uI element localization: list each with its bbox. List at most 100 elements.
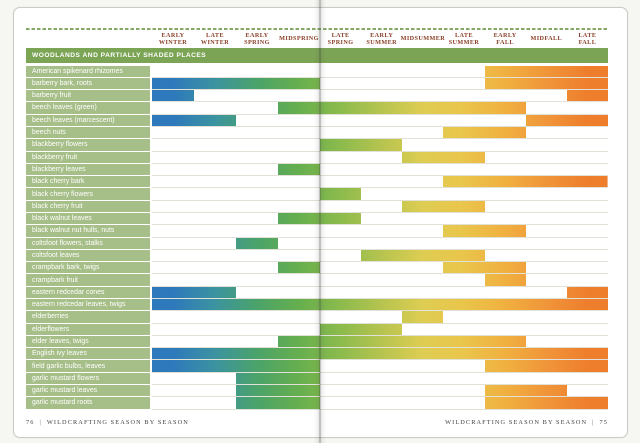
season-track: [152, 262, 608, 275]
season-bar: [484, 65, 608, 77]
plant-row: garlic mustard flowers: [0, 372, 640, 385]
plant-row: barberry bark, roots: [0, 77, 640, 91]
plant-row: beech leaves (marcescent): [0, 114, 640, 127]
section-title: Woodlands and Partially Shaded Places: [32, 51, 207, 59]
season-bar: [484, 274, 526, 286]
plant-row: beech nuts: [0, 126, 640, 140]
season-track: [152, 90, 608, 103]
row-label: blackberry flowers: [26, 139, 150, 151]
season-bar: [402, 151, 485, 163]
season-track: [152, 323, 608, 336]
season-track: [152, 298, 608, 312]
season-track: [152, 311, 608, 324]
row-label: beech leaves (green): [26, 102, 150, 114]
row-hairline: [152, 187, 608, 189]
row-hairline: [152, 150, 608, 152]
season-bar: [278, 102, 526, 114]
season-header: Early Winter: [158, 31, 188, 46]
plant-row: crampbark fruit: [0, 274, 640, 287]
row-hairline: [152, 211, 608, 213]
season-track: [152, 397, 608, 410]
plant-row: black cherry bark: [0, 176, 640, 189]
row-label: black cherry flowers: [26, 188, 150, 200]
season-track: [152, 176, 608, 189]
row-label: black cherry bark: [26, 176, 150, 188]
season-header: Early Spring: [244, 31, 270, 46]
season-track: [152, 249, 608, 263]
row-hairline: [152, 334, 608, 336]
row-hairline: [152, 89, 608, 91]
row-label: blackberry leaves: [26, 163, 150, 176]
season-track: [152, 335, 608, 349]
row-label: American spikenard rhizomes: [26, 65, 150, 77]
plant-row: field garlic bulbs, leaves: [0, 360, 640, 373]
row-label: blackberry fruit: [26, 151, 150, 163]
row-hairline: [152, 138, 608, 140]
plant-row: blackberry flowers: [0, 139, 640, 152]
season-bar: [320, 139, 403, 151]
season-track: [152, 200, 608, 213]
season-bar: [484, 360, 608, 372]
row-label: coltsfoot leaves: [26, 249, 150, 262]
section-header-bar: Woodlands and Partially Shaded Places: [26, 47, 608, 63]
row-label: eastern redcedar cones: [26, 286, 150, 298]
plant-row: beech leaves (green): [0, 102, 640, 115]
plant-row: barberry fruit: [0, 90, 640, 103]
plant-row: elder leaves, twigs: [0, 335, 640, 349]
season-track: [152, 65, 608, 78]
top-dashed-rule: [26, 28, 608, 30]
plant-row: eastern redcedar leaves, twigs: [0, 298, 640, 312]
season-bar: [443, 225, 526, 237]
right-page-number: 75: [599, 419, 608, 426]
footer-separator: |: [39, 419, 42, 426]
plant-row: black cherry fruit: [0, 200, 640, 213]
season-bar: [402, 311, 444, 323]
left-page-footer: 76 | Wildcrafting Season by Season: [26, 418, 189, 427]
row-label: barberry bark, roots: [26, 77, 150, 90]
season-bar: [566, 286, 608, 298]
row-hairline: [152, 236, 608, 238]
row-label: black walnut leaves: [26, 212, 150, 225]
plant-row: coltsfoot flowers, stalks: [0, 237, 640, 250]
season-track: [152, 348, 608, 361]
row-hairline: [152, 322, 608, 324]
season-bar: [152, 286, 236, 298]
row-hairline: [152, 285, 608, 287]
row-label: crampbark bark, twigs: [26, 262, 150, 274]
plant-row: elderberries: [0, 311, 640, 324]
season-bar: [278, 212, 362, 225]
season-bar: [236, 237, 278, 249]
season-header: Late Spring: [327, 31, 354, 46]
season-track: [152, 77, 608, 91]
season-bar: [236, 397, 320, 409]
row-hairline: [152, 310, 608, 312]
row-hairline: [152, 248, 608, 250]
season-track: [152, 151, 608, 164]
season-bar: [236, 372, 320, 384]
row-label: barberry fruit: [26, 90, 150, 102]
season-header: Late Summer: [448, 31, 480, 46]
season-bar: [566, 90, 608, 102]
season-bar: [152, 360, 320, 372]
row-label: garlic mustard flowers: [26, 372, 150, 384]
season-track: [152, 212, 608, 226]
plant-row: black walnut nut hulls, nuts: [0, 225, 640, 238]
season-track: [152, 372, 608, 385]
row-hairline: [152, 347, 608, 349]
right-page-footer: Wildcrafting Season by Season | 75: [445, 418, 608, 427]
plant-row: blackberry fruit: [0, 151, 640, 164]
plant-row: American spikenard rhizomes: [0, 65, 640, 78]
row-label: beech nuts: [26, 126, 150, 139]
season-header: Late Fall: [578, 31, 597, 46]
row-label: garlic mustard roots: [26, 397, 150, 409]
season-track: [152, 360, 608, 373]
season-track: [152, 225, 608, 238]
season-track: [152, 384, 608, 398]
row-hairline: [152, 383, 608, 385]
plant-row: blackberry leaves: [0, 163, 640, 177]
season-track: [152, 114, 608, 127]
row-hairline: [152, 125, 608, 127]
season-bar: [361, 249, 485, 262]
season-bar: [278, 335, 526, 348]
